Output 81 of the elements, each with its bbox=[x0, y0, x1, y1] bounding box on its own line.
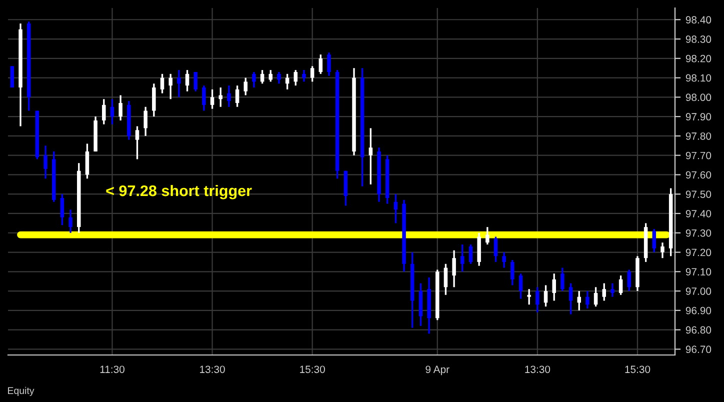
candlestick bbox=[102, 98, 106, 126]
candlestick bbox=[302, 69, 306, 82]
candlestick bbox=[318, 54, 323, 75]
candlestick bbox=[560, 266, 564, 292]
candlestick bbox=[652, 228, 656, 254]
y-tick-label: 98.20 bbox=[686, 54, 712, 62]
candlestick bbox=[618, 274, 623, 296]
candlestick bbox=[552, 272, 556, 302]
candlestick bbox=[144, 106, 148, 137]
y-tick-label: 97.00 bbox=[686, 288, 712, 295]
y-tick-label: 96.80 bbox=[686, 326, 712, 334]
text: Equity bbox=[8, 386, 34, 396]
candlestick bbox=[152, 82, 156, 118]
candlestick bbox=[310, 65, 314, 82]
y-tick-label: 97.50 bbox=[686, 190, 712, 198]
candlestick bbox=[544, 284, 548, 308]
candlestick bbox=[460, 244, 464, 272]
candlestick bbox=[44, 144, 48, 180]
candlestick bbox=[210, 88, 214, 110]
candlestick bbox=[177, 69, 181, 98]
y-tick-label: 98.10 bbox=[686, 74, 712, 82]
candlestick bbox=[510, 259, 514, 286]
candlestick bbox=[536, 286, 540, 314]
candlestick bbox=[660, 242, 664, 259]
y-tick-label: 97.30 bbox=[686, 229, 712, 237]
candlestick bbox=[602, 282, 606, 302]
candlestick bbox=[494, 236, 498, 263]
y-tick-label: 98.30 bbox=[686, 36, 712, 43]
y-tick-label: 97.40 bbox=[686, 210, 712, 218]
candlestick bbox=[168, 73, 172, 100]
candlestick bbox=[118, 94, 122, 122]
candlestick bbox=[444, 263, 448, 296]
x-tick-label: 15:30 bbox=[625, 366, 650, 374]
candlestick bbox=[185, 69, 190, 92]
y-tick-label: 98.00 bbox=[686, 94, 712, 102]
y-tick-label: 97.60 bbox=[686, 171, 712, 179]
x-tick-label: 15:30 bbox=[300, 366, 325, 374]
candlestick bbox=[160, 73, 164, 94]
candlestick bbox=[277, 71, 281, 84]
candlestick bbox=[527, 288, 531, 306]
candlestick bbox=[68, 208, 72, 234]
candlestick bbox=[194, 71, 198, 92]
candlestick bbox=[394, 193, 398, 224]
candlestick bbox=[135, 125, 140, 160]
candlestick bbox=[568, 282, 573, 316]
candlestick bbox=[468, 244, 473, 265]
candlestick bbox=[627, 268, 632, 292]
y-tick-label: 97.70 bbox=[686, 152, 712, 160]
candlestick bbox=[452, 249, 456, 288]
y-tick-label: 97.20 bbox=[686, 248, 712, 256]
y-tick-label: 96.70 bbox=[686, 346, 712, 354]
candlestick bbox=[518, 272, 523, 300]
candlestick bbox=[294, 69, 298, 86]
candlestick bbox=[486, 226, 490, 246]
candlestick bbox=[610, 282, 614, 298]
candlestick bbox=[227, 84, 231, 108]
candlestick bbox=[235, 84, 240, 108]
x-tick-label: 13:30 bbox=[200, 366, 225, 374]
y-tick-label: 96.90 bbox=[686, 306, 712, 314]
ref-line-label: < 97.28 short trigger bbox=[106, 184, 252, 200]
candlestick bbox=[60, 193, 64, 226]
x-tick-label: 11:30 bbox=[100, 366, 124, 374]
y-tick-label: 97.90 bbox=[686, 113, 712, 120]
x-tick-label: 13:30 bbox=[525, 366, 550, 374]
x-tick-label: 9 Apr bbox=[426, 366, 450, 376]
candlestick bbox=[252, 71, 256, 88]
y-tick-label: 98.40 bbox=[686, 16, 712, 24]
candlestick bbox=[368, 127, 373, 186]
candlestick bbox=[202, 84, 206, 112]
candlestick bbox=[218, 86, 222, 108]
y-tick-label: 97.10 bbox=[686, 268, 712, 276]
candlestick bbox=[594, 286, 598, 308]
candlestick bbox=[110, 98, 114, 126]
candlestick bbox=[327, 52, 331, 77]
candlestick bbox=[260, 69, 264, 84]
candlestick bbox=[502, 251, 506, 269]
candlestick bbox=[586, 290, 590, 310]
y-tick-label: 97.80 bbox=[686, 132, 712, 140]
candlestick bbox=[244, 76, 248, 96]
candlestick bbox=[85, 142, 90, 180]
candlestick bbox=[577, 290, 581, 312]
